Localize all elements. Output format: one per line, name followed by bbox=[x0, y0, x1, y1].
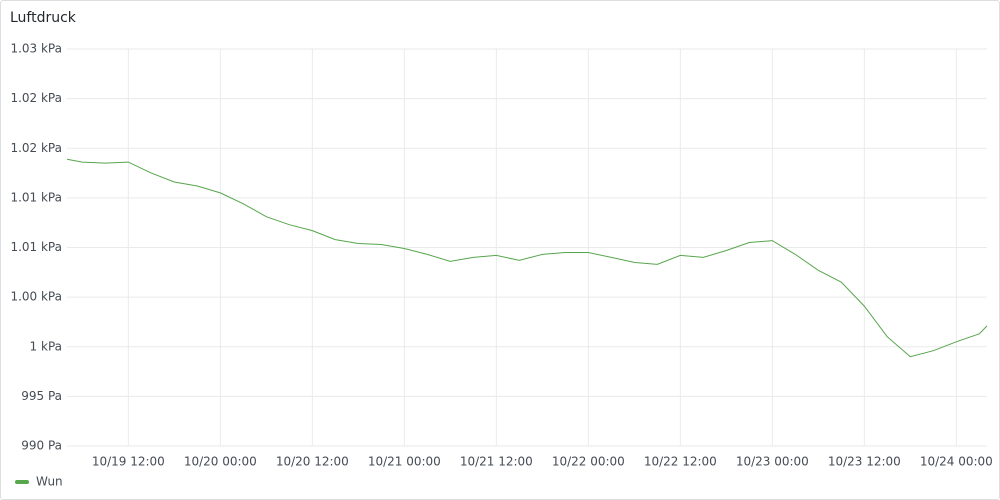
x-tick-label: 10/21 12:00 bbox=[460, 455, 533, 469]
legend-label: Wun bbox=[36, 475, 63, 489]
chart-title: Luftdruck bbox=[10, 10, 77, 26]
x-tick-label: 10/19 12:00 bbox=[92, 455, 165, 469]
x-tick-label: 10/22 00:00 bbox=[552, 455, 625, 469]
x-tick-label: 10/20 00:00 bbox=[184, 455, 257, 469]
y-tick-label: 1.01 kPa bbox=[10, 190, 62, 204]
x-tick-label: 10/20 12:00 bbox=[276, 455, 349, 469]
y-tick-label: 1.03 kPa bbox=[10, 42, 62, 56]
x-tick-label: 10/21 00:00 bbox=[368, 455, 441, 469]
y-tick-label: 1.01 kPa bbox=[10, 240, 62, 254]
y-tick-label: 1.00 kPa bbox=[10, 290, 62, 304]
series-line bbox=[66, 158, 988, 358]
y-tick-label: 995 Pa bbox=[21, 389, 62, 403]
y-tick-label: 990 Pa bbox=[21, 439, 62, 453]
x-tick-label: 10/23 00:00 bbox=[736, 455, 809, 469]
x-tick-label: 10/23 12:00 bbox=[828, 455, 901, 469]
legend-swatch bbox=[15, 480, 29, 484]
y-tick-label: 1.02 kPa bbox=[10, 91, 62, 105]
y-tick-label: 1.02 kPa bbox=[10, 141, 62, 155]
x-tick-label: 10/22 12:00 bbox=[644, 455, 717, 469]
y-tick-label: 1 kPa bbox=[30, 339, 62, 353]
x-tick-label: 10/24 00:00 bbox=[920, 455, 993, 469]
